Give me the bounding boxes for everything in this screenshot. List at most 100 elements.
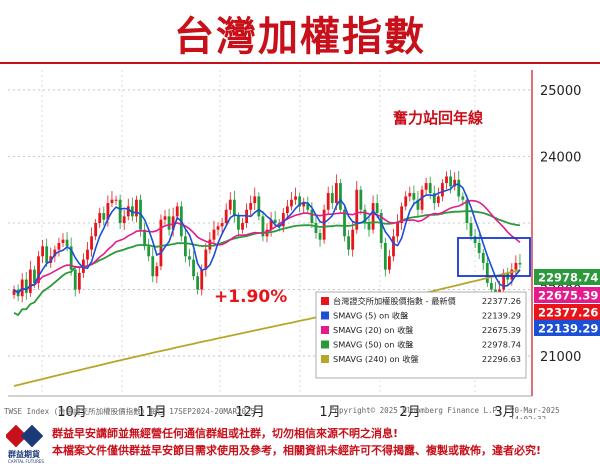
- last-value-tag-1: [534, 287, 600, 303]
- candle-body: [273, 219, 277, 224]
- candle-body: [110, 199, 114, 204]
- candle-body: [400, 206, 404, 224]
- candle-body: [347, 236, 350, 250]
- legend-name-3: SMAVG (50) on 收盤: [333, 340, 413, 350]
- logo-subtext: CAPITAL FUTURES: [8, 459, 44, 464]
- candle-body: [310, 209, 314, 224]
- candle-body: [334, 183, 338, 204]
- annotation-reclaim-year-line: 奮力站回年線: [392, 109, 483, 127]
- last-value-tag-3: [534, 320, 600, 336]
- last-value-text-1: 22675.39: [538, 289, 598, 303]
- legend-value-4: 22296.63: [482, 354, 521, 364]
- candle-body: [61, 239, 65, 243]
- candle-body: [485, 262, 489, 283]
- candle-body: [441, 183, 444, 197]
- legend-value-0: 22377.26: [482, 296, 521, 306]
- company-logo: 群益期貨 CAPITAL FUTURES: [4, 424, 46, 464]
- candle-body: [510, 269, 514, 280]
- candle-body: [77, 272, 81, 290]
- chart-area: 2500024000220002100010月11月12月1月2月3月20242…: [0, 66, 600, 436]
- candle-body: [102, 213, 106, 220]
- chart-footer: TWSE Index (台灣證交所加權股價指數) 每日 17SEP2024-20…: [0, 404, 600, 424]
- candle-body: [135, 199, 138, 217]
- candle-body: [514, 262, 518, 270]
- sma20-line: [13, 199, 521, 294]
- last-value-text-2: 22377.26: [538, 306, 598, 320]
- y-tick-label-3: 21000: [540, 350, 581, 365]
- candle-body: [126, 206, 130, 217]
- candle-body: [41, 246, 44, 257]
- candle-body: [449, 176, 452, 187]
- candle-body: [416, 199, 420, 210]
- candle-body: [281, 213, 285, 227]
- candle-body: [432, 193, 436, 204]
- candle-body: [461, 196, 465, 200]
- candle-body: [151, 256, 155, 277]
- x-tick-label-5: 3月: [494, 405, 515, 418]
- x-tick-label-4: 2月: [399, 405, 420, 418]
- x-tick-label-1: 11月: [137, 405, 167, 418]
- candle-body: [212, 229, 216, 240]
- candle-body: [453, 179, 457, 187]
- candle-body: [322, 209, 326, 240]
- candle-body: [163, 216, 167, 220]
- candle-body: [28, 269, 32, 293]
- logo-mark-icon: [4, 424, 44, 448]
- candle-body: [232, 199, 236, 217]
- sma240-line: [13, 269, 521, 387]
- candle-body: [12, 289, 16, 295]
- candle-body: [298, 196, 302, 207]
- candle-body: [371, 203, 375, 230]
- candle-body: [490, 282, 493, 290]
- candle-body: [98, 213, 102, 224]
- candle-body: [196, 276, 200, 290]
- last-value-text-0: 22978.74: [538, 271, 598, 285]
- candle-body: [424, 183, 428, 190]
- candle-body: [330, 193, 334, 204]
- candle-body: [290, 199, 293, 207]
- candle-body: [396, 223, 399, 237]
- disclaimer-panel: 群益期貨 CAPITAL FUTURES 群益早安講師並無經營任何通信群組或社群…: [0, 419, 600, 464]
- candle-body: [159, 219, 163, 267]
- candle-body: [477, 242, 481, 253]
- legend-swatch-0: [321, 297, 329, 305]
- legend-value-1: 22139.29: [482, 311, 521, 321]
- candle-body: [200, 269, 204, 290]
- disclaimer-line-1: 群益早安講師並無經營任何通信群組或社群，切勿相信來源不明之消息!: [52, 427, 399, 440]
- candle-body: [314, 223, 318, 233]
- sma5-line: [13, 183, 521, 294]
- last-value-text-3: 22139.29: [538, 322, 598, 336]
- candle-body: [339, 183, 342, 210]
- candle-body: [94, 223, 98, 237]
- candle-body: [481, 252, 485, 263]
- candle-body: [367, 223, 371, 230]
- y-tick-label-0: 25000: [540, 84, 581, 99]
- annotation-change-percent: +1.90%: [214, 287, 287, 307]
- candle-body: [224, 209, 228, 224]
- candle-body: [37, 256, 40, 283]
- candle-body: [249, 203, 253, 210]
- candle-body: [237, 216, 240, 230]
- candle-body: [428, 183, 432, 194]
- candle-body: [379, 213, 383, 243]
- candle-body: [220, 223, 224, 227]
- candle-body: [359, 189, 363, 210]
- candle-body: [69, 246, 73, 270]
- candle-body: [257, 196, 261, 217]
- candle-body: [469, 223, 473, 237]
- candle-body: [286, 206, 289, 214]
- candle-body: [33, 269, 36, 283]
- x-tick-label-0: 10月: [57, 405, 87, 418]
- candle-body: [306, 203, 310, 210]
- candle-body: [53, 249, 57, 257]
- legend-box: [315, 291, 527, 379]
- candle-body: [253, 196, 257, 204]
- legend-swatch-3: [321, 340, 329, 349]
- candle-body: [155, 266, 159, 277]
- candle-body: [457, 179, 461, 197]
- candle-body: [73, 269, 77, 290]
- candle-body: [294, 196, 297, 200]
- legend-name-2: SMAVG (20) on 收盤: [333, 325, 413, 335]
- candle-body: [355, 189, 359, 230]
- legend-swatch-1: [321, 311, 329, 320]
